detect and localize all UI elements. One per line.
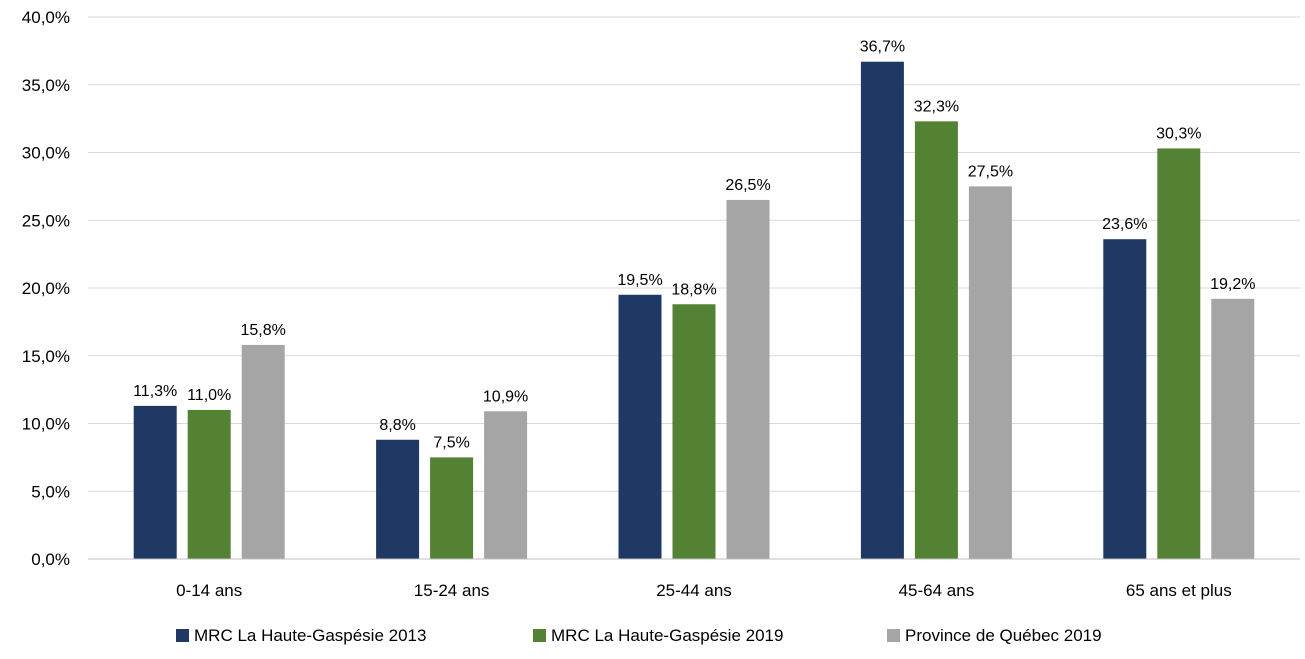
bar — [430, 457, 474, 559]
bar — [968, 186, 1012, 559]
bar — [376, 439, 420, 559]
y-tick-label: 0,0% — [31, 550, 70, 569]
x-tick-label: 15-24 ans — [414, 581, 490, 600]
data-label: 11,0% — [187, 387, 231, 404]
legend-swatch — [887, 629, 900, 642]
bar — [914, 121, 958, 560]
data-label: 11,3% — [133, 383, 177, 400]
legend-swatch — [533, 629, 546, 642]
legend: MRC La Haute-Gaspésie 2013 MRC La Haute-G… — [176, 626, 1102, 645]
data-label: 36,7% — [860, 39, 905, 56]
data-label: 19,5% — [617, 272, 662, 289]
data-label: 10,9% — [483, 388, 528, 405]
legend-label: MRC La Haute-Gaspésie 2019 — [551, 626, 783, 645]
data-label: 8,8% — [379, 417, 415, 434]
bar — [672, 304, 716, 559]
legend-label: Province de Québec 2019 — [905, 626, 1102, 645]
data-label: 32,3% — [914, 98, 959, 115]
bar — [241, 344, 285, 559]
x-tick-label: 0-14 ans — [176, 581, 242, 600]
data-label: 15,8% — [241, 322, 286, 339]
bars — [133, 61, 1255, 560]
bar — [726, 199, 770, 560]
bar — [187, 409, 231, 559]
y-tick-label: 15,0% — [22, 347, 70, 366]
bar — [1157, 148, 1201, 559]
y-tick-label: 30,0% — [22, 144, 70, 163]
x-axis: 0-14 ans 15-24 ans 25-44 ans 45-64 ans 65 an… — [88, 558, 1300, 600]
legend-item: MRC La Haute-Gaspésie 2019 — [533, 626, 783, 645]
data-label: 18,8% — [671, 281, 716, 298]
bar — [1211, 298, 1255, 559]
data-labels: 11,3% 11,0% 15,8% 8,8% 7,5% 10,9% 19,5% 18,8% 26… — [133, 39, 1255, 452]
y-tick-label: 20,0% — [22, 279, 70, 298]
x-tick-label: 45-64 ans — [899, 581, 975, 600]
y-tick-label: 10,0% — [22, 415, 70, 434]
legend-item: Province de Québec 2019 — [887, 626, 1102, 645]
data-label: 27,5% — [968, 163, 1013, 180]
y-tick-label: 25,0% — [22, 211, 70, 230]
legend-swatch — [176, 629, 189, 642]
bar — [618, 294, 662, 559]
bar — [484, 411, 528, 559]
y-tick-label: 5,0% — [31, 482, 70, 501]
legend-label: MRC La Haute-Gaspésie 2013 — [194, 626, 426, 645]
legend-item: MRC La Haute-Gaspésie 2013 — [176, 626, 426, 645]
bar — [1103, 239, 1147, 559]
data-label: 23,6% — [1102, 216, 1147, 233]
x-tick-label: 65 ans et plus — [1126, 581, 1232, 600]
y-axis: 0,0% 5,0% 10,0% 15,0% 20,0% 25,0% 30,0% 35,0% 40… — [22, 8, 70, 569]
y-tick-label: 40,0% — [22, 8, 70, 27]
bar — [860, 61, 904, 560]
x-tick-label: 25-44 ans — [656, 581, 732, 600]
data-label: 26,5% — [725, 177, 770, 194]
y-tick-label: 35,0% — [22, 76, 70, 95]
data-label: 30,3% — [1156, 125, 1201, 142]
data-label: 7,5% — [433, 434, 469, 451]
data-label: 19,2% — [1210, 276, 1255, 293]
bar — [133, 405, 177, 559]
